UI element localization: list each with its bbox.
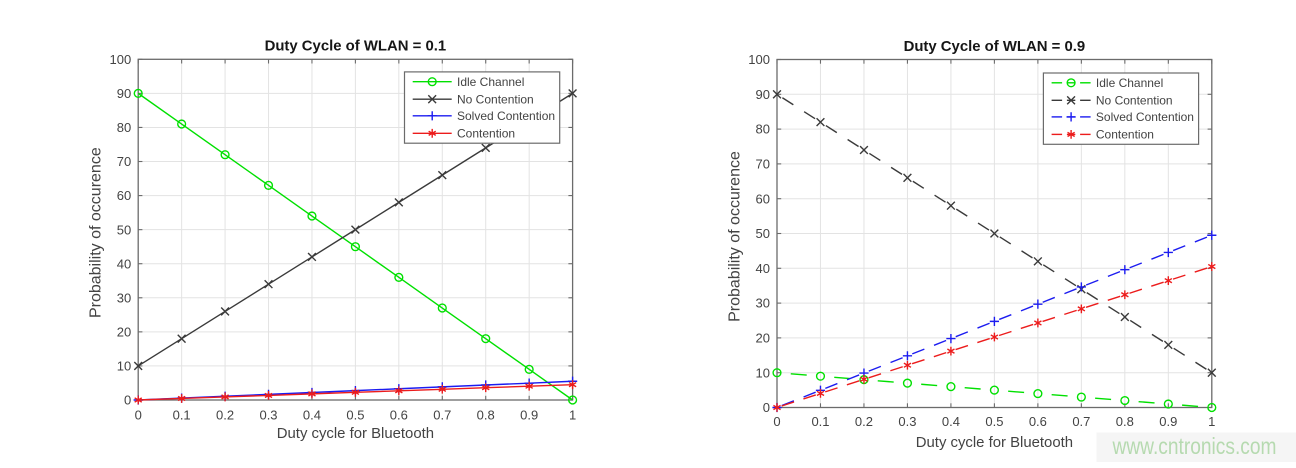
svg-text:0: 0 bbox=[135, 407, 142, 422]
svg-text:80: 80 bbox=[756, 122, 770, 137]
svg-text:100: 100 bbox=[748, 52, 770, 67]
svg-text:0: 0 bbox=[763, 400, 770, 415]
svg-text:Solved Contention: Solved Contention bbox=[457, 109, 555, 123]
svg-text:Duty Cycle of WLAN = 0.1: Duty Cycle of WLAN = 0.1 bbox=[265, 39, 447, 55]
svg-text:0.3: 0.3 bbox=[898, 414, 916, 429]
svg-text:40: 40 bbox=[117, 256, 131, 271]
svg-text:0.8: 0.8 bbox=[1116, 414, 1134, 429]
svg-text:0.8: 0.8 bbox=[477, 407, 495, 422]
svg-text:0.5: 0.5 bbox=[346, 407, 364, 422]
svg-text:No Contention: No Contention bbox=[457, 93, 534, 107]
svg-text:80: 80 bbox=[117, 120, 131, 135]
svg-text:0.6: 0.6 bbox=[1029, 414, 1047, 429]
svg-text:1: 1 bbox=[569, 407, 576, 422]
svg-text:www.cntronics.com: www.cntronics.com bbox=[1112, 433, 1277, 459]
svg-text:60: 60 bbox=[756, 191, 770, 206]
svg-text:Idle Channel: Idle Channel bbox=[1096, 76, 1163, 90]
svg-text:0.7: 0.7 bbox=[433, 407, 451, 422]
svg-text:40: 40 bbox=[756, 261, 770, 276]
svg-text:0.1: 0.1 bbox=[811, 414, 829, 429]
svg-text:Duty Cycle of WLAN = 0.9: Duty Cycle of WLAN = 0.9 bbox=[904, 39, 1086, 55]
svg-text:50: 50 bbox=[756, 226, 770, 241]
svg-text:20: 20 bbox=[756, 331, 770, 346]
svg-text:1: 1 bbox=[1208, 414, 1215, 429]
svg-text:Contention: Contention bbox=[1096, 128, 1154, 142]
svg-text:Idle Channel: Idle Channel bbox=[457, 75, 524, 89]
svg-text:70: 70 bbox=[117, 154, 131, 169]
svg-text:0.2: 0.2 bbox=[216, 407, 234, 422]
svg-text:0: 0 bbox=[773, 414, 780, 429]
svg-text:10: 10 bbox=[117, 359, 131, 374]
svg-text:Contention: Contention bbox=[457, 127, 515, 141]
svg-text:0.5: 0.5 bbox=[985, 414, 1003, 429]
svg-text:Duty cycle for Bluetooth: Duty cycle for Bluetooth bbox=[916, 435, 1073, 451]
svg-text:0.2: 0.2 bbox=[855, 414, 873, 429]
svg-text:0.6: 0.6 bbox=[390, 407, 408, 422]
svg-text:70: 70 bbox=[756, 157, 770, 172]
svg-text:0.7: 0.7 bbox=[1072, 414, 1090, 429]
svg-text:0: 0 bbox=[124, 393, 131, 408]
svg-text:10: 10 bbox=[756, 365, 770, 380]
svg-text:100: 100 bbox=[109, 52, 131, 67]
svg-text:60: 60 bbox=[117, 188, 131, 203]
svg-text:0.9: 0.9 bbox=[1159, 414, 1177, 429]
svg-text:0.9: 0.9 bbox=[520, 407, 538, 422]
svg-text:20: 20 bbox=[117, 324, 131, 339]
svg-text:90: 90 bbox=[756, 87, 770, 102]
svg-text:0.4: 0.4 bbox=[942, 414, 960, 429]
svg-text:No Contention: No Contention bbox=[1096, 94, 1173, 108]
svg-text:0.3: 0.3 bbox=[259, 407, 277, 422]
svg-text:30: 30 bbox=[117, 290, 131, 305]
svg-text:0.4: 0.4 bbox=[303, 407, 321, 422]
svg-text:50: 50 bbox=[117, 222, 131, 237]
svg-text:Probability of occurence: Probability of occurence bbox=[88, 147, 105, 318]
svg-text:0.1: 0.1 bbox=[173, 407, 191, 422]
svg-text:90: 90 bbox=[117, 86, 131, 101]
svg-text:30: 30 bbox=[756, 296, 770, 311]
svg-text:Duty cycle for Bluetooth: Duty cycle for Bluetooth bbox=[277, 426, 434, 442]
svg-text:Probability of occurence: Probability of occurence bbox=[727, 151, 744, 322]
svg-text:Solved Contention: Solved Contention bbox=[1096, 110, 1194, 124]
